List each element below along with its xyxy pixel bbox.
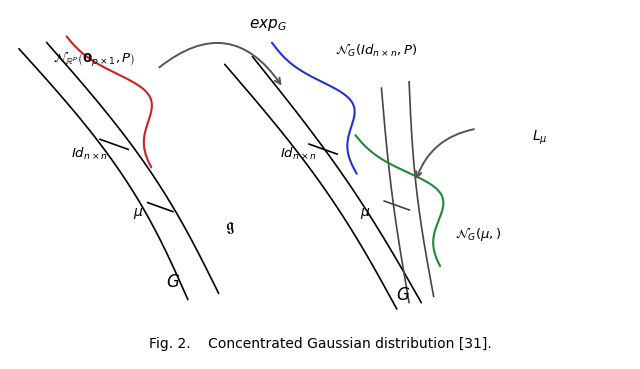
Text: Fig. 2.    Concentrated Gaussian distribution [31].: Fig. 2. Concentrated Gaussian distributi… (148, 337, 492, 351)
Text: $\mathcal{N}_{\mathbb{R}^p}\left(\mathbf{0}_{p\times1}, P\right)$: $\mathcal{N}_{\mathbb{R}^p}\left(\mathbf… (52, 50, 135, 69)
Text: $exp_G$: $exp_G$ (249, 17, 287, 33)
Text: $G$: $G$ (396, 286, 410, 304)
Text: $\mu$: $\mu$ (360, 206, 371, 221)
Text: $L_{\mu}$: $L_{\mu}$ (532, 129, 547, 147)
Text: $\mathcal{N}_G\left(\mu,\right)$: $\mathcal{N}_G\left(\mu,\right)$ (455, 225, 502, 243)
Text: $\mu$: $\mu$ (132, 206, 143, 221)
Text: $Id_{n\times n}$: $Id_{n\times n}$ (280, 146, 317, 162)
Text: $\mathfrak{g}$: $\mathfrak{g}$ (225, 218, 234, 237)
Text: $Id_{n\times n}$: $Id_{n\times n}$ (71, 146, 108, 162)
Text: $\mathcal{N}_G\left(Id_{n\times n}, P\right)$: $\mathcal{N}_G\left(Id_{n\times n}, P\ri… (335, 42, 417, 59)
Text: $G$: $G$ (166, 273, 180, 292)
